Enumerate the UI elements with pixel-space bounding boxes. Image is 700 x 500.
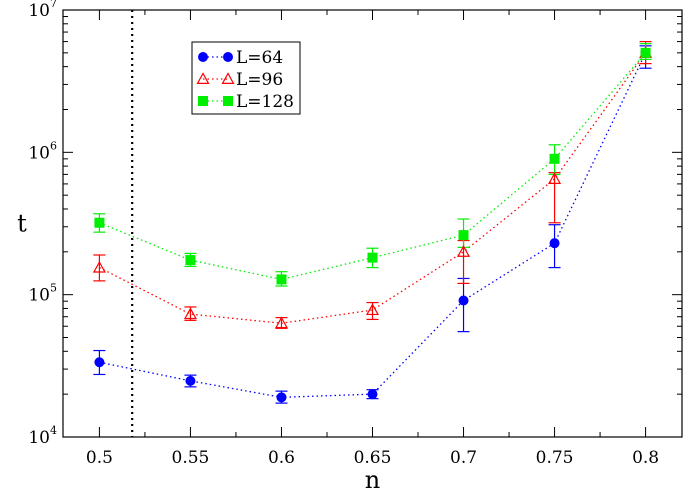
point-l96 bbox=[92, 260, 106, 273]
point-l96 bbox=[365, 303, 380, 316]
y-tick-label: 105 bbox=[28, 282, 57, 306]
series-line-l96 bbox=[99, 52, 647, 324]
point-l128 bbox=[640, 47, 651, 58]
legend-marker-l128 bbox=[198, 96, 208, 106]
legend-box bbox=[191, 41, 301, 115]
y-tick-label: 107 bbox=[28, 0, 57, 21]
legend-label-l128: L=128 bbox=[236, 92, 294, 112]
point-l128 bbox=[276, 274, 287, 285]
x-tick-label: 0.7 bbox=[450, 448, 477, 468]
point-l96 bbox=[548, 172, 562, 184]
x-axis-ticks: 0.5 0.55 0.6 0.65 0.7 0.75 0.8 bbox=[86, 10, 659, 468]
series-line-l128 bbox=[99, 52, 647, 281]
x-tick-label: 0.8 bbox=[632, 448, 659, 468]
y-axis-ticks: 104 105 106 107 bbox=[28, 0, 682, 448]
y-tick-label: 106 bbox=[28, 139, 57, 163]
point-l96 bbox=[183, 307, 197, 320]
series-line-l64 bbox=[99, 52, 647, 398]
error-bars bbox=[93, 40, 652, 404]
point-l128 bbox=[94, 217, 105, 228]
x-tick-label: 0.5 bbox=[86, 448, 113, 468]
point-l64 bbox=[94, 357, 105, 368]
point-l96 bbox=[274, 316, 288, 329]
error-bar-l96 bbox=[93, 254, 106, 282]
x-tick-label: 0.75 bbox=[536, 448, 574, 468]
data-markers bbox=[92, 46, 653, 403]
point-l64 bbox=[549, 238, 560, 249]
legend-marker-l128 bbox=[223, 96, 233, 106]
point-l64 bbox=[276, 392, 287, 403]
x-tick-label: 0.55 bbox=[172, 448, 210, 468]
legend: L=64L=96L=128 bbox=[191, 41, 301, 115]
point-l128 bbox=[549, 153, 560, 164]
point-l128 bbox=[458, 230, 469, 241]
point-l96 bbox=[457, 245, 471, 257]
legend-marker-l96 bbox=[196, 72, 210, 85]
legend-label-l64: L=64 bbox=[236, 48, 283, 68]
plot-frame bbox=[62, 9, 683, 438]
series-lines bbox=[99, 52, 647, 398]
legend-label-l96: L=96 bbox=[236, 70, 283, 90]
point-l64 bbox=[185, 375, 196, 386]
legend-marker-l64 bbox=[198, 52, 208, 62]
x-tick-label: 0.6 bbox=[268, 448, 295, 468]
y-tick-label: 104 bbox=[28, 424, 57, 448]
point-l128 bbox=[185, 255, 196, 266]
point-l64 bbox=[458, 295, 469, 306]
y-axis-label: t bbox=[17, 210, 27, 238]
x-tick-label: 0.65 bbox=[354, 448, 392, 468]
point-l128 bbox=[367, 252, 378, 263]
legend-marker-l96 bbox=[221, 72, 235, 85]
point-l64 bbox=[367, 389, 378, 400]
legend-marker-l64 bbox=[223, 52, 233, 62]
x-axis-label: n bbox=[365, 466, 380, 494]
